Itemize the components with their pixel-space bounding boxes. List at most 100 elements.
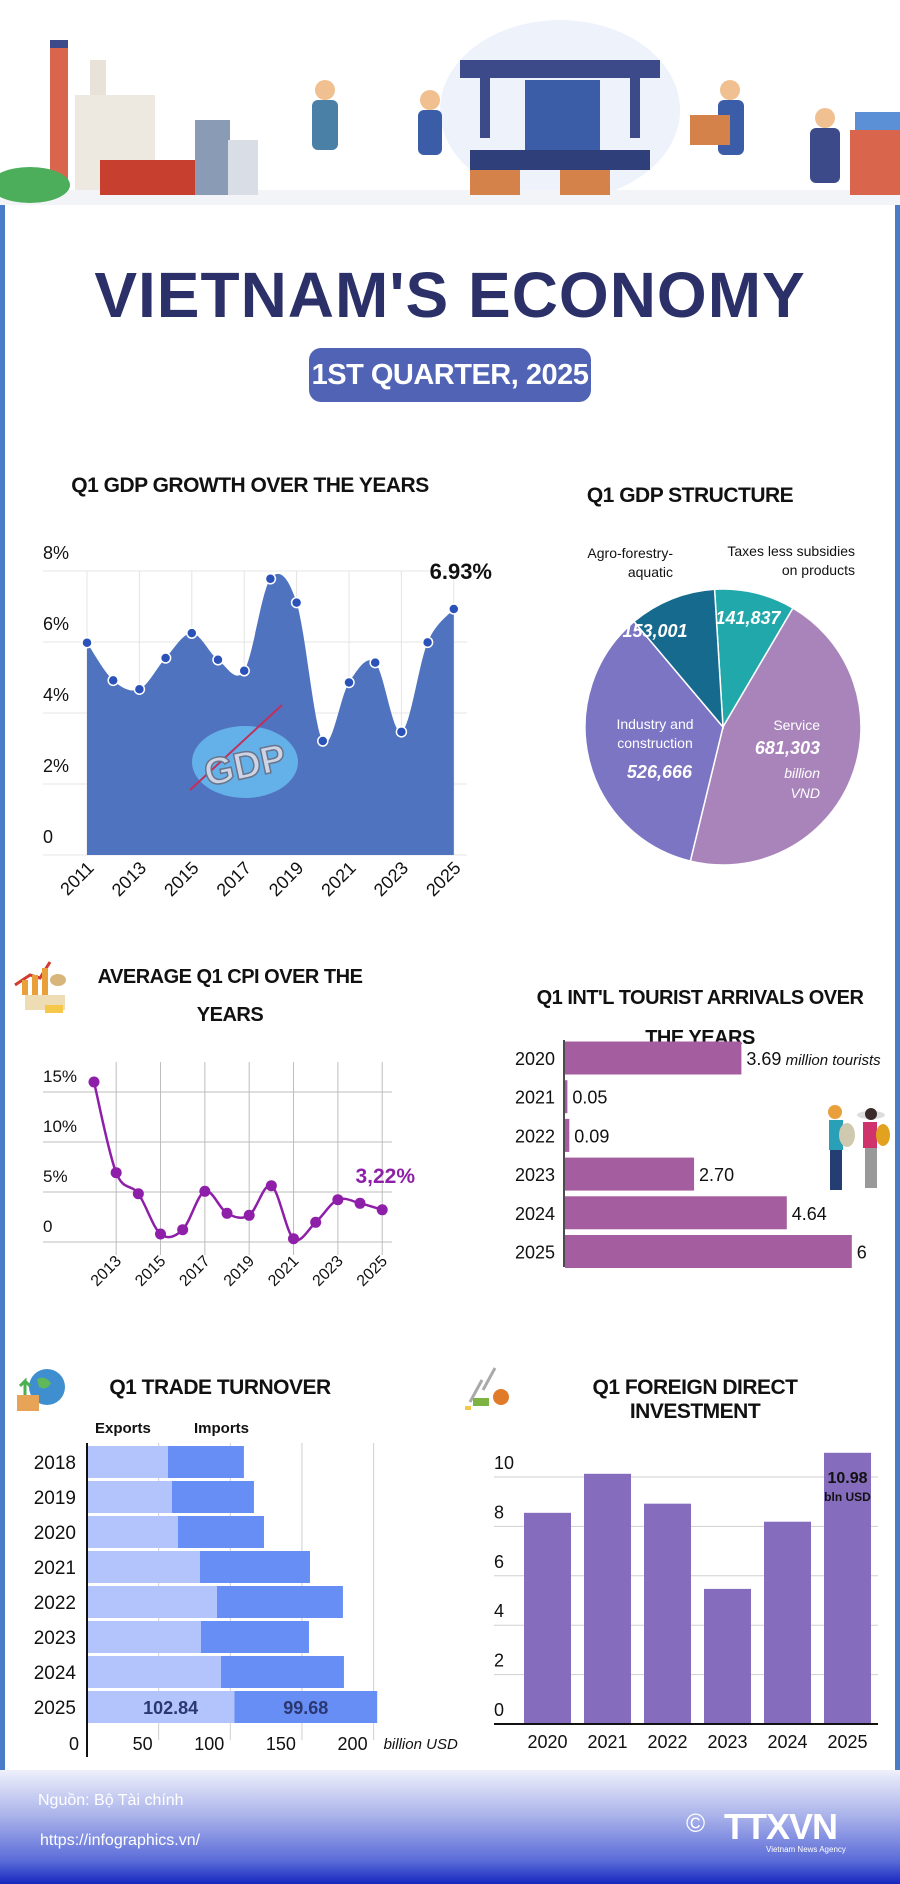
gdp-structure-pie: Agro-forestry-aquatic Taxes less subsidie…: [584, 543, 862, 866]
y-category-label: 2021: [515, 1088, 555, 1108]
data-point: [159, 652, 172, 664]
y-tick-label: 2: [494, 1651, 504, 1671]
data-point: [332, 1194, 344, 1206]
service-label: Service: [773, 717, 820, 733]
x-category-label: 2024: [767, 1732, 807, 1752]
y-tick-label: 8%: [43, 543, 69, 563]
exports-bar: [87, 1691, 235, 1723]
taxes-value: 141,837: [715, 608, 781, 628]
industry-label: Industry and: [616, 716, 693, 732]
bar: [764, 1521, 811, 1724]
cpi-illustration-icon: [14, 961, 66, 1013]
unit-label: VND: [790, 785, 820, 801]
data-point: [288, 1233, 300, 1245]
imports-bar: [200, 1621, 309, 1653]
y-category-label: 2024: [34, 1663, 77, 1684]
x-category-label: 2023: [707, 1732, 747, 1752]
cpi-title: AVERAGE Q1 CPI OVER THE YEARS: [97, 966, 363, 1026]
y-tick-label: 10%: [43, 1117, 77, 1136]
imports-2025-label: 99.68: [283, 1698, 328, 1718]
data-point: [88, 1076, 100, 1088]
data-point: [186, 627, 198, 639]
y-tick-label: 0: [494, 1700, 504, 1720]
bar: [824, 1452, 871, 1724]
data-point: [317, 735, 329, 747]
y-tick-label: 2%: [43, 756, 69, 776]
industry-label: construction: [617, 735, 692, 751]
y-tick-label: 15%: [43, 1067, 77, 1086]
x-axis-unit: billion USD: [384, 1736, 458, 1753]
legend-exports: Exports: [95, 1420, 151, 1437]
data-point: [395, 726, 408, 738]
cpi-2025-label: 3,22%: [355, 1165, 415, 1188]
bar: [584, 1473, 631, 1724]
bar: [565, 1235, 852, 1268]
x-category-label: 2020: [527, 1732, 567, 1752]
legend-imports: Imports: [194, 1420, 249, 1437]
exports-bar: [87, 1656, 221, 1688]
pie-slice: [584, 620, 724, 862]
gdp-growth-chart: 0 2% 4% 6% 8% 2011 2013 2015 2017 2019 2021 2023 202…: [43, 543, 492, 900]
imports-bar: [234, 1691, 378, 1723]
period-badge: 1ST QUARTER, 2025: [309, 348, 591, 402]
data-point: [212, 654, 224, 666]
y-category-label: 2019: [34, 1488, 76, 1509]
website-link[interactable]: https://infographics.vn/: [40, 1832, 201, 1849]
x-tick-label: 2013: [108, 858, 150, 900]
gdp-structure-title: Q1 GDP STRUCTURE: [586, 484, 794, 507]
bar-value-label: 6: [857, 1243, 867, 1263]
x-tick-label: 200: [338, 1734, 368, 1754]
bar: [565, 1196, 787, 1230]
imports-bar: [216, 1586, 343, 1618]
y-category-label: 2022: [34, 1593, 76, 1614]
data-point: [343, 676, 355, 689]
y-category-label: 2022: [515, 1126, 555, 1146]
unit-label: million tourists: [781, 1052, 881, 1069]
data-point: [221, 1207, 233, 1219]
pie-slice: [689, 607, 862, 866]
y-tick-label: 4: [494, 1601, 504, 1621]
data-point: [421, 636, 434, 649]
gdp-2025-label: 6.93%: [430, 559, 492, 584]
x-tick-label: 2021: [317, 858, 359, 900]
exports-bar: [87, 1481, 172, 1513]
data-point: [238, 665, 250, 677]
y-tick-label: 5%: [43, 1167, 68, 1186]
y-tick-label: 6: [494, 1552, 504, 1572]
y-category-label: 2025: [34, 1698, 76, 1719]
y-tick-label: 4%: [43, 685, 69, 705]
trade-chart: 0 50 100 150 200 billion USD Exports Imports 201…: [34, 1420, 458, 1757]
fdi-2025-label: 10.98: [827, 1470, 867, 1487]
data-point: [155, 1228, 167, 1240]
y-category-label: 2024: [515, 1204, 555, 1224]
gdp-growth-title: Q1 GDP GROWTH OVER THE YEARS: [71, 474, 429, 497]
tourists-illustration-icon: [828, 1105, 890, 1190]
x-tick-label: 2013: [88, 1253, 125, 1290]
exports-bar: [87, 1621, 201, 1653]
pie-slice: [632, 588, 724, 730]
data-point: [132, 1188, 144, 1200]
y-tick-label: 10: [494, 1453, 514, 1473]
footer: Nguồn: Bộ Tài chính https://infographics…: [0, 1770, 900, 1884]
x-tick-label: 0: [69, 1734, 79, 1754]
bar: [565, 1157, 695, 1191]
y-category-label: 2018: [34, 1453, 76, 1474]
agro-label: Agro-forestry-: [587, 545, 673, 561]
data-point: [81, 636, 93, 649]
exports-bar: [87, 1586, 217, 1618]
bar-value-label: 3.69 million tourists: [746, 1049, 881, 1069]
x-tick-label: 100: [194, 1734, 224, 1754]
x-tick-label: 2023: [310, 1253, 347, 1290]
x-tick-label: 2017: [176, 1253, 213, 1290]
taxes-label: Taxes less subsidies: [727, 543, 855, 559]
x-category-label: 2025: [827, 1732, 867, 1752]
exports-bar: [87, 1516, 178, 1548]
data-point: [107, 674, 119, 687]
x-tick-label: 2025: [354, 1253, 391, 1290]
pie-slice: [713, 588, 795, 730]
y-category-label: 2020: [34, 1523, 76, 1544]
y-category-label: 2021: [34, 1558, 76, 1579]
x-tick-label: 2025: [422, 858, 464, 900]
bar: [565, 1118, 570, 1152]
data-point: [133, 683, 146, 695]
